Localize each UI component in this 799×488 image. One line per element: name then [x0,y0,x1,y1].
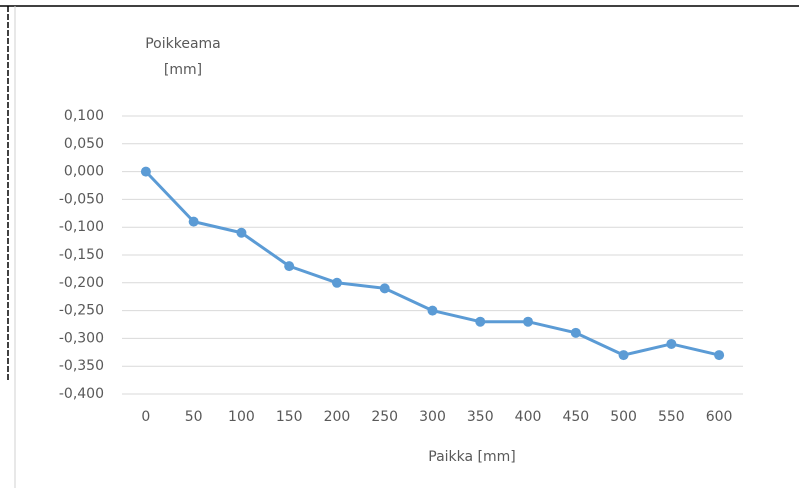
x-tick-label: 300 [419,409,446,425]
y-tick-label: 0,000 [64,164,104,180]
x-tick-label: 450 [562,409,589,425]
data-point [331,277,342,288]
data-point [236,227,247,238]
x-tick-label: 200 [324,409,351,425]
data-point [140,166,151,177]
x-tick-label: 150 [276,409,303,425]
y-tick-label: -0,300 [59,330,104,346]
y-axis-title-unit: [mm] [164,62,202,78]
x-tick-label: 100 [228,409,255,425]
x-tick-label: 500 [610,409,637,425]
x-tick-label: 400 [515,409,542,425]
x-tick-label: 350 [467,409,494,425]
data-point [618,350,629,361]
x-tick-label: 550 [658,409,685,425]
y-axis-title: Poikkeama [145,36,221,52]
y-tick-label: -0,050 [59,191,104,207]
data-point [284,261,295,272]
x-axis-title: Paikka [mm] [428,449,515,465]
data-point [714,350,725,361]
data-point [379,283,390,294]
x-tick-label: 0 [141,409,150,425]
data-point [188,216,199,227]
y-tick-label: -0,100 [59,219,104,235]
y-tick-label: -0,250 [59,303,104,319]
data-point [523,316,534,327]
x-tick-label: 600 [706,409,733,425]
x-tick-label: 50 [185,409,203,425]
data-point [666,338,677,349]
y-tick-label: 0,100 [64,108,104,124]
y-tick-label: -0,400 [59,386,104,402]
data-point [427,305,438,316]
y-tick-label: -0,350 [59,358,104,374]
y-tick-label: 0,050 [64,136,104,152]
x-tick-label: 250 [371,409,398,425]
y-tick-label: -0,150 [59,247,104,263]
data-point [475,316,486,327]
y-tick-label: -0,200 [59,275,104,291]
data-point [570,327,581,338]
